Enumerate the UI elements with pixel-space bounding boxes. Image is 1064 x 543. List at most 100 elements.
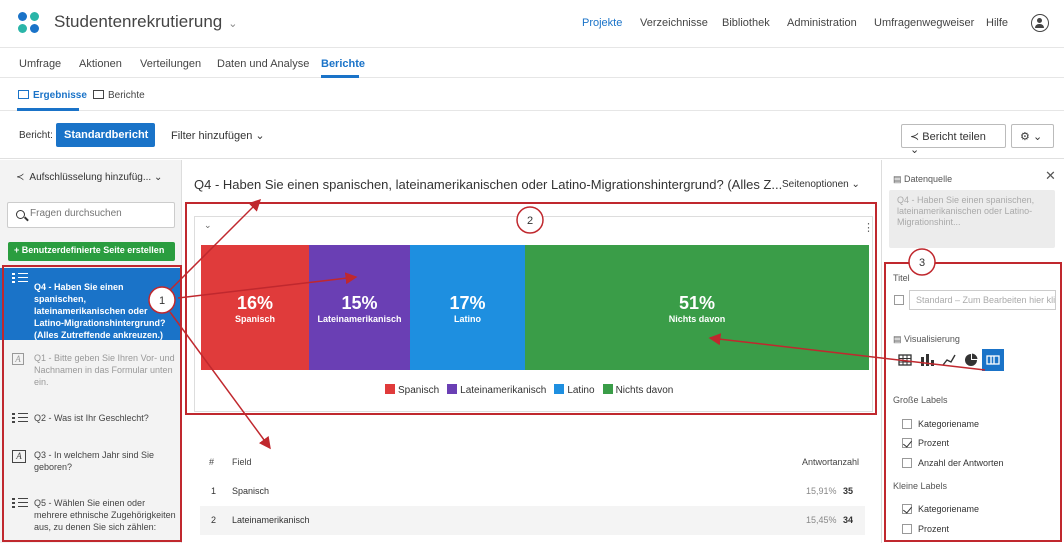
legend-item[interactable]: Lateinamerikanisch	[447, 384, 546, 396]
tab-berichte[interactable]: Berichte	[321, 58, 366, 70]
bar-percent-label: 17%	[449, 293, 486, 313]
question-search-input[interactable]	[30, 208, 170, 219]
small-label-category-checkbox[interactable]	[902, 504, 912, 514]
legend-item[interactable]: Spanisch	[385, 384, 439, 396]
chevron-down-icon: ⌄	[64, 142, 74, 154]
small-label-category-label: Kategoriename	[918, 504, 980, 514]
big-label-category-checkbox[interactable]	[902, 419, 912, 429]
widget-menu-icon[interactable]: ⋮	[863, 222, 874, 234]
nav-verzeichnisse[interactable]: Verzeichnisse	[640, 17, 708, 29]
add-filter-label: Filter hinzufügen	[171, 130, 253, 142]
legend-swatch	[602, 384, 613, 394]
question-item-q2[interactable]: Q2 - Was ist Ihr Geschlecht?	[0, 412, 182, 432]
tab-daten-und-analyse[interactable]: Daten und Analyse	[217, 58, 310, 70]
question-item-q3[interactable]: A Q3 - In welchem Jahr sind Sie geboren?	[0, 449, 182, 479]
chevron-down-icon: ⌄	[228, 18, 238, 30]
viz-pie-button[interactable]	[960, 349, 982, 371]
datasource-value: Q4 - Haben Sie einen spanischen, lateina…	[897, 195, 1035, 227]
big-label-count-checkbox[interactable]	[902, 458, 912, 468]
viz-breakdown-bar-button[interactable]	[982, 349, 1004, 371]
add-breakdown-button[interactable]: ≺ Aufschlüsselung hinzufüg... ⌄	[16, 172, 162, 183]
share-report-label: Bericht teilen	[922, 131, 986, 143]
share-icon: ≺	[910, 131, 920, 143]
row-field: Lateinamerikanisch	[232, 515, 310, 525]
small-label-percent-checkbox[interactable]	[902, 524, 912, 534]
top-header: Studentenrekrutierung ⌄ Projekte Verzeich…	[0, 0, 1064, 48]
legend-label: Latino	[567, 385, 595, 396]
bar-category-label: Latino	[454, 314, 481, 324]
question-item-q4[interactable]: Q4 - Haben Sie einen spanischen, lateina…	[0, 268, 182, 340]
page-options-button[interactable]: Seitenoptionen ⌄	[782, 179, 860, 190]
question-label: Q5 - Wählen Sie einen oder mehrere ethni…	[34, 498, 176, 532]
legend-label: Lateinamerikanisch	[460, 385, 547, 396]
active-tab-indicator	[321, 75, 359, 78]
bar-category-label: Spanisch	[234, 314, 275, 324]
row-count: 34	[843, 515, 854, 525]
question-label: Q3 - In welchem Jahr sind Sie geboren?	[34, 450, 155, 472]
share-report-button[interactable]: ≺ Bericht teilen ⌄	[901, 124, 1006, 156]
create-custom-page-button[interactable]: + Benutzerdefinierte Seite erstellen	[8, 242, 175, 261]
line-chart-icon	[942, 354, 956, 366]
add-filter-button[interactable]: Filter hinzufügen ⌄	[171, 129, 265, 142]
viz-table-button[interactable]	[894, 349, 916, 371]
tab-verteilungen[interactable]: Verteilungen	[140, 58, 202, 70]
report-select-button[interactable]: Standardbericht ⌄	[56, 123, 155, 154]
text-entry-icon: A	[12, 353, 24, 365]
close-icon[interactable]: ✕	[1045, 168, 1056, 183]
settings-button[interactable]: ⚙ ⌄	[1011, 124, 1054, 148]
big-label-percent-checkbox[interactable]	[902, 438, 912, 448]
bar-segment-latino[interactable]: 17% Latino	[410, 245, 525, 370]
datasource-icon: ▤	[893, 174, 902, 184]
text-entry-icon: A	[12, 450, 26, 463]
row-field: Spanisch	[232, 486, 270, 496]
nav-hilfe[interactable]: Hilfe	[986, 17, 1009, 29]
app-logo-icon[interactable]	[18, 12, 40, 34]
report-select-label: Standardbericht	[64, 129, 149, 141]
datasource-select[interactable]: Q4 - Haben Sie einen spanischen, lateina…	[889, 190, 1055, 248]
viz-line-button[interactable]	[938, 349, 960, 371]
title-checkbox[interactable]	[894, 295, 904, 305]
tab-umfrage[interactable]: Umfrage	[19, 58, 62, 70]
question-item-q1[interactable]: A Q1 - Bitte geben Sie Ihren Vor- und Na…	[0, 352, 182, 400]
bar-segment-spanisch[interactable]: 16% Spanisch	[201, 245, 309, 370]
row-number: 2	[211, 515, 217, 525]
page-options-label: Seitenoptionen	[782, 179, 849, 190]
viz-bar-button[interactable]	[916, 349, 938, 371]
tab-berichte-sub[interactable]: Berichte	[93, 90, 145, 101]
col-header-field[interactable]: Field	[232, 457, 252, 467]
chevron-down-icon: ⌄	[153, 172, 163, 183]
row-number: 1	[211, 486, 217, 496]
big-label-category-label: Kategoriename	[918, 419, 980, 429]
title-input[interactable]: Standard – Zum Bearbeiten hier klicken	[909, 290, 1056, 310]
question-label: Q4 - Haben Sie einen spanischen, lateina…	[34, 282, 166, 340]
datasource-label-text: Datenquelle	[904, 174, 953, 184]
chart-icon: ▤	[893, 334, 902, 344]
multiple-choice-icon	[12, 497, 28, 509]
question-search	[7, 202, 175, 228]
legend-swatch	[447, 384, 458, 394]
nav-administration[interactable]: Administration	[787, 17, 857, 29]
pie-chart-icon	[965, 353, 978, 366]
breakdown-bar-icon	[986, 355, 1000, 365]
col-header-count[interactable]: Antwortanzahl	[802, 457, 860, 467]
user-account-icon[interactable]	[1031, 14, 1049, 32]
bar-segment-nichts-davon[interactable]: 51% Nichts davon	[525, 245, 869, 370]
chevron-down-icon: ⌄	[255, 130, 265, 142]
bar-segment-lateinamerikanisch[interactable]: 15% Lateinamerikanisch	[309, 245, 410, 370]
nav-bibliothek[interactable]: Bibliothek	[722, 17, 770, 29]
gear-icon: ⚙	[1020, 131, 1030, 143]
nav-projekte[interactable]: Projekte	[582, 17, 623, 29]
bar-chart-icon	[921, 354, 934, 366]
tab-aktionen[interactable]: Aktionen	[79, 58, 122, 70]
chevron-down-icon: ⌄	[910, 144, 920, 156]
tab-ergebnisse[interactable]: Ergebnisse	[18, 90, 87, 101]
datasource-label: ▤ Datenquelle	[893, 174, 952, 185]
legend-swatch	[554, 384, 565, 394]
collapse-chevron-icon[interactable]: ⌄	[204, 220, 212, 230]
question-item-q5[interactable]: Q5 - Wählen Sie einen oder mehrere ethni…	[0, 497, 182, 540]
report-toolbar: Bericht: Standardbericht ⌄ Filter hinzuf…	[0, 111, 1064, 159]
legend-item[interactable]: Nichts davon	[602, 384, 673, 396]
legend-item[interactable]: Latino	[554, 384, 595, 396]
nav-umfragenwegweiser[interactable]: Umfragenwegweiser	[874, 17, 975, 29]
project-switcher[interactable]: Studentenrekrutierung ⌄	[54, 12, 237, 32]
